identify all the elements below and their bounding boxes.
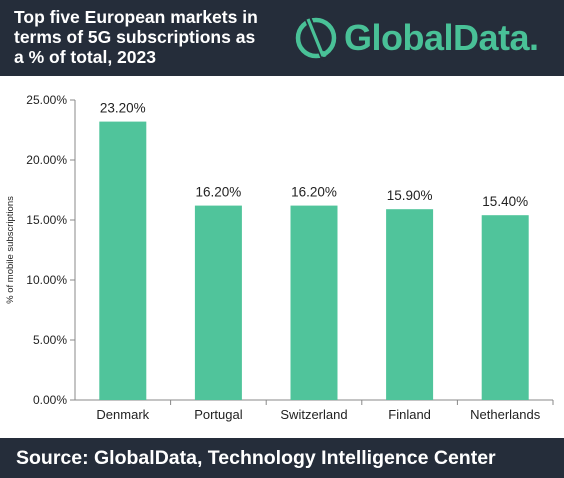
y-tick-label: 20.00% (26, 153, 67, 167)
data-label: 23.20% (100, 101, 146, 116)
globaldata-logo: GlobalData. (292, 10, 554, 66)
title-line-3: a % of total, 2023 (14, 47, 156, 67)
bar-switzerland (290, 205, 338, 400)
x-tick-label: Switzerland (280, 407, 347, 422)
y-tick-label: 25.00% (26, 93, 67, 107)
header-band: Top five European markets in terms of 5G… (0, 0, 564, 76)
bar-netherlands (481, 215, 529, 400)
data-label: 15.40% (482, 194, 528, 209)
y-axis-label: % of mobile subscriptions (5, 196, 16, 304)
data-label: 15.90% (387, 188, 433, 203)
x-tick-label: Netherlands (470, 407, 541, 422)
y-tick-label: 10.00% (26, 273, 67, 287)
globaldata-logo-text: GlobalData. (344, 17, 539, 58)
title-line-1: Top five European markets in (14, 7, 258, 27)
globaldata-logo-icon (295, 14, 337, 62)
title-line-2: terms of 5G subscriptions as (14, 27, 256, 47)
bar-portugal (194, 205, 242, 400)
footer-band: Source: GlobalData, Technology Intellige… (0, 438, 564, 478)
x-tick-label: Denmark (96, 407, 149, 422)
y-tick-label: 15.00% (26, 213, 67, 227)
bar-denmark (99, 121, 147, 400)
x-tick-label: Finland (388, 407, 431, 422)
data-label: 16.20% (291, 185, 337, 200)
bar-finland (386, 209, 434, 400)
y-tick-label: 0.00% (33, 393, 67, 407)
chart-area: % of mobile subscriptions 0.00% 5.00% 10.00… (0, 76, 564, 438)
chart-title: Top five European markets in terms of 5G… (14, 7, 294, 67)
y-tick-label: 5.00% (33, 333, 67, 347)
source-note: Source: GlobalData, Technology Intellige… (16, 447, 496, 469)
data-label: 16.20% (196, 185, 242, 200)
x-tick-label: Portugal (194, 407, 243, 422)
bar-chart: % of mobile subscriptions 0.00% 5.00% 10.00… (5, 93, 554, 422)
